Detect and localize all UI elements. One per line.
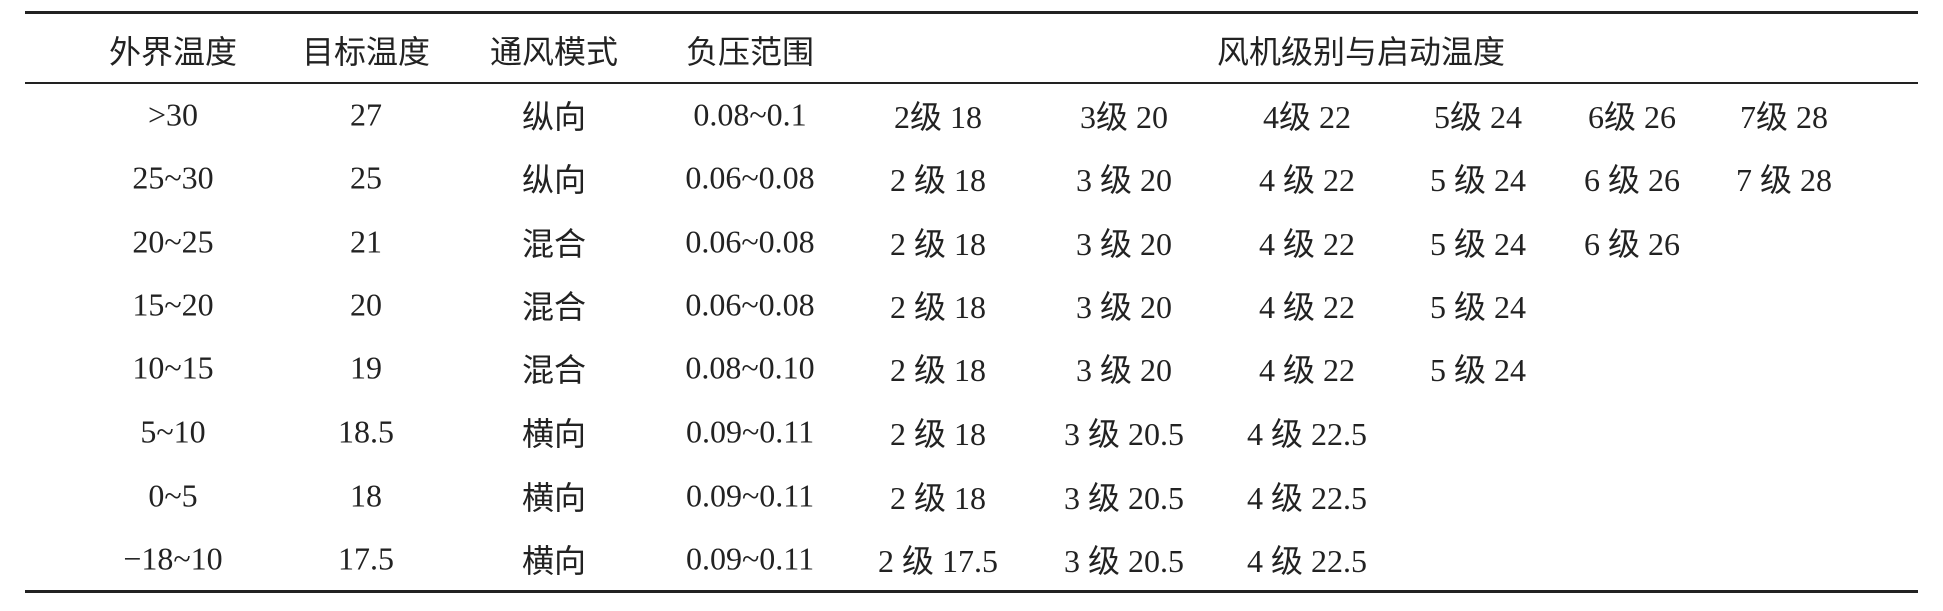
header-cell: 目标温度	[301, 34, 431, 70]
table-cell: 混合	[521, 352, 587, 388]
table-cell: 5级 24	[1433, 99, 1523, 135]
table-cell: 0.06~0.08	[685, 223, 815, 260]
table-cell: 4 级 22	[1258, 226, 1356, 262]
table-cell: 7级 28	[1739, 99, 1829, 135]
bottom-rule	[25, 590, 1918, 593]
header-cell: 风机级别与启动温度	[1216, 34, 1506, 70]
table-cell: 0.09~0.11	[685, 477, 815, 514]
table-cell: 2 级 18	[889, 416, 987, 452]
table-cell: 2级 18	[893, 99, 983, 135]
header-rule	[25, 82, 1918, 84]
table-cell: 3 级 20	[1075, 162, 1173, 198]
table-cell: 5 级 24	[1429, 289, 1527, 325]
table-cell: 3 级 20.5	[1063, 480, 1185, 516]
table-cell: 5 级 24	[1429, 162, 1527, 198]
table-cell: 6 级 26	[1583, 162, 1681, 198]
table-cell: 4 级 22.5	[1246, 416, 1368, 452]
table-cell: −18~10	[123, 540, 223, 577]
table-cell: 4 级 22	[1258, 162, 1356, 198]
table-cell: 纵向	[521, 99, 587, 135]
table-cell: 3 级 20	[1075, 289, 1173, 325]
table-cell: 6 级 26	[1583, 226, 1681, 262]
table-cell: 3 级 20	[1075, 352, 1173, 388]
table-cell: 2 级 18	[889, 352, 987, 388]
table-cell: 2 级 18	[889, 162, 987, 198]
table-cell: 3级 20	[1079, 99, 1169, 135]
table-cell: 横向	[521, 416, 587, 452]
table-cell: 10~15	[132, 349, 214, 386]
table-cell: 19	[350, 349, 382, 386]
table-cell: 18.5	[338, 413, 394, 450]
header-cell: 通风模式	[489, 34, 619, 70]
table-cell: 4 级 22.5	[1246, 480, 1368, 516]
table-cell: 0.09~0.11	[685, 413, 815, 450]
table-cell: 横向	[521, 480, 587, 516]
table-cell: 5~10	[140, 413, 206, 450]
table-cell: 纵向	[521, 162, 587, 198]
table-cell: 17.5	[338, 540, 394, 577]
header-cell: 外界温度	[108, 34, 238, 70]
table-cell: 5 级 24	[1429, 352, 1527, 388]
table-cell: 25~30	[132, 159, 214, 196]
table-cell: 20~25	[132, 223, 214, 260]
table-cell: >30	[147, 96, 199, 133]
table-cell: 0.08~0.1	[693, 96, 807, 133]
table-cell: 0.09~0.11	[685, 540, 815, 577]
table-cell: 4 级 22	[1258, 289, 1356, 325]
top-rule	[25, 11, 1918, 14]
table-cell: 3 级 20.5	[1063, 416, 1185, 452]
table-cell: 18	[350, 477, 382, 514]
table-cell: 混合	[521, 226, 587, 262]
table-cell: 25	[350, 159, 382, 196]
table-cell: 2 级 18	[889, 480, 987, 516]
table-cell: 2 级 18	[889, 226, 987, 262]
table-cell: 27	[350, 96, 382, 133]
table-cell: 4 级 22	[1258, 352, 1356, 388]
table-cell: 0~5	[148, 477, 198, 514]
table-cell: 15~20	[132, 286, 214, 323]
table-cell: 4级 22	[1262, 99, 1352, 135]
table-cell: 0.06~0.08	[685, 159, 815, 196]
table-cell: 横向	[521, 543, 587, 579]
table-cell: 21	[350, 223, 382, 260]
table-cell: 4 级 22.5	[1246, 543, 1368, 579]
table-cell: 6级 26	[1587, 99, 1677, 135]
table-cell: 3 级 20.5	[1063, 543, 1185, 579]
table-cell: 0.08~0.10	[685, 349, 815, 386]
header-cell: 负压范围	[685, 34, 815, 70]
table-cell: 3 级 20	[1075, 226, 1173, 262]
table-cell: 2 级 18	[889, 289, 987, 325]
table-cell: 0.06~0.08	[685, 286, 815, 323]
table-cell: 混合	[521, 289, 587, 325]
table-cell: 20	[350, 286, 382, 323]
table-cell: 7 级 28	[1735, 162, 1833, 198]
table-cell: 5 级 24	[1429, 226, 1527, 262]
table-cell: 2 级 17.5	[877, 543, 999, 579]
